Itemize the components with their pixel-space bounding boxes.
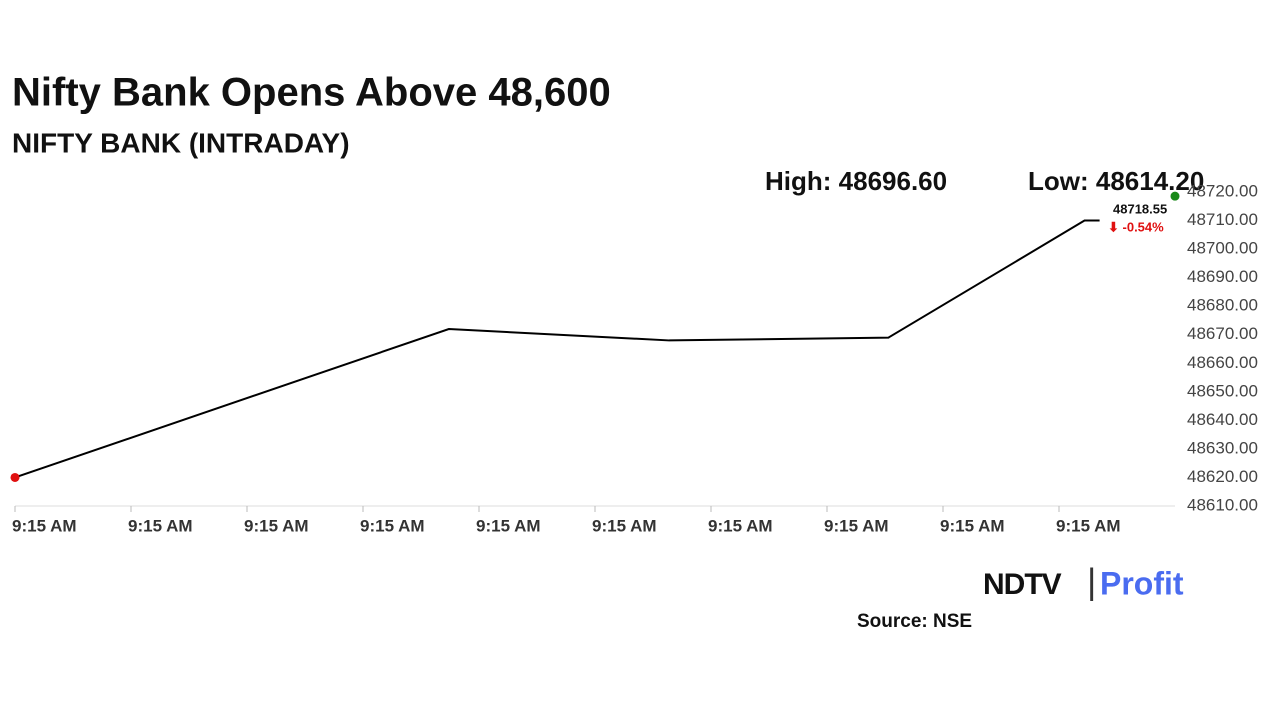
source: Source: NSE [857, 611, 972, 632]
y-tick-label: 48720.00 [1187, 181, 1258, 200]
x-tick-label: 9:15 AM [1056, 516, 1121, 535]
x-tick-label: 9:15 AM [824, 516, 889, 535]
high-label: High: 48696.60 [765, 166, 947, 196]
logo-ndtv: NDTV [983, 568, 1062, 601]
x-tick-label: 9:15 AM [128, 516, 193, 535]
x-tick-label: 9:15 AM [12, 516, 77, 535]
start-marker [10, 472, 20, 482]
x-tick-label: 9:15 AM [940, 516, 1005, 535]
x-tick-label: 9:15 AM [708, 516, 773, 535]
x-tick-label: 9:15 AM [360, 516, 425, 535]
y-tick-label: 48710.00 [1187, 210, 1258, 229]
low-label: Low: 48614.20 [1028, 166, 1204, 196]
chart-subtitle: NIFTY BANK (INTRADAY) [12, 127, 350, 158]
y-tick-label: 48620.00 [1187, 467, 1258, 486]
y-tick-label: 48650.00 [1187, 381, 1258, 400]
y-tick-label: 48680.00 [1187, 296, 1258, 315]
y-tick-label: 48660.00 [1187, 353, 1258, 372]
x-tick-label: 9:15 AM [592, 516, 657, 535]
y-tick-label: 48670.00 [1187, 324, 1258, 343]
y-tick-label: 48610.00 [1187, 495, 1258, 514]
y-tick-label: 48700.00 [1187, 239, 1258, 258]
logo-profit: Profit [1100, 565, 1184, 601]
x-tick-label: 9:15 AM [476, 516, 541, 535]
price-line [14, 219, 1100, 479]
change-label: ⬇ -0.54% [1108, 220, 1164, 235]
y-tick-label: 48640.00 [1187, 410, 1258, 429]
last-price-label: 48718.55 [1113, 202, 1167, 217]
y-tick-label: 48630.00 [1187, 438, 1258, 457]
chart-title: Nifty Bank Opens Above 48,600 [12, 71, 611, 115]
y-tick-label: 48690.00 [1187, 267, 1258, 286]
x-tick-label: 9:15 AM [244, 516, 309, 535]
logo-separator: | [1087, 561, 1096, 602]
last-price-marker [1170, 191, 1180, 201]
